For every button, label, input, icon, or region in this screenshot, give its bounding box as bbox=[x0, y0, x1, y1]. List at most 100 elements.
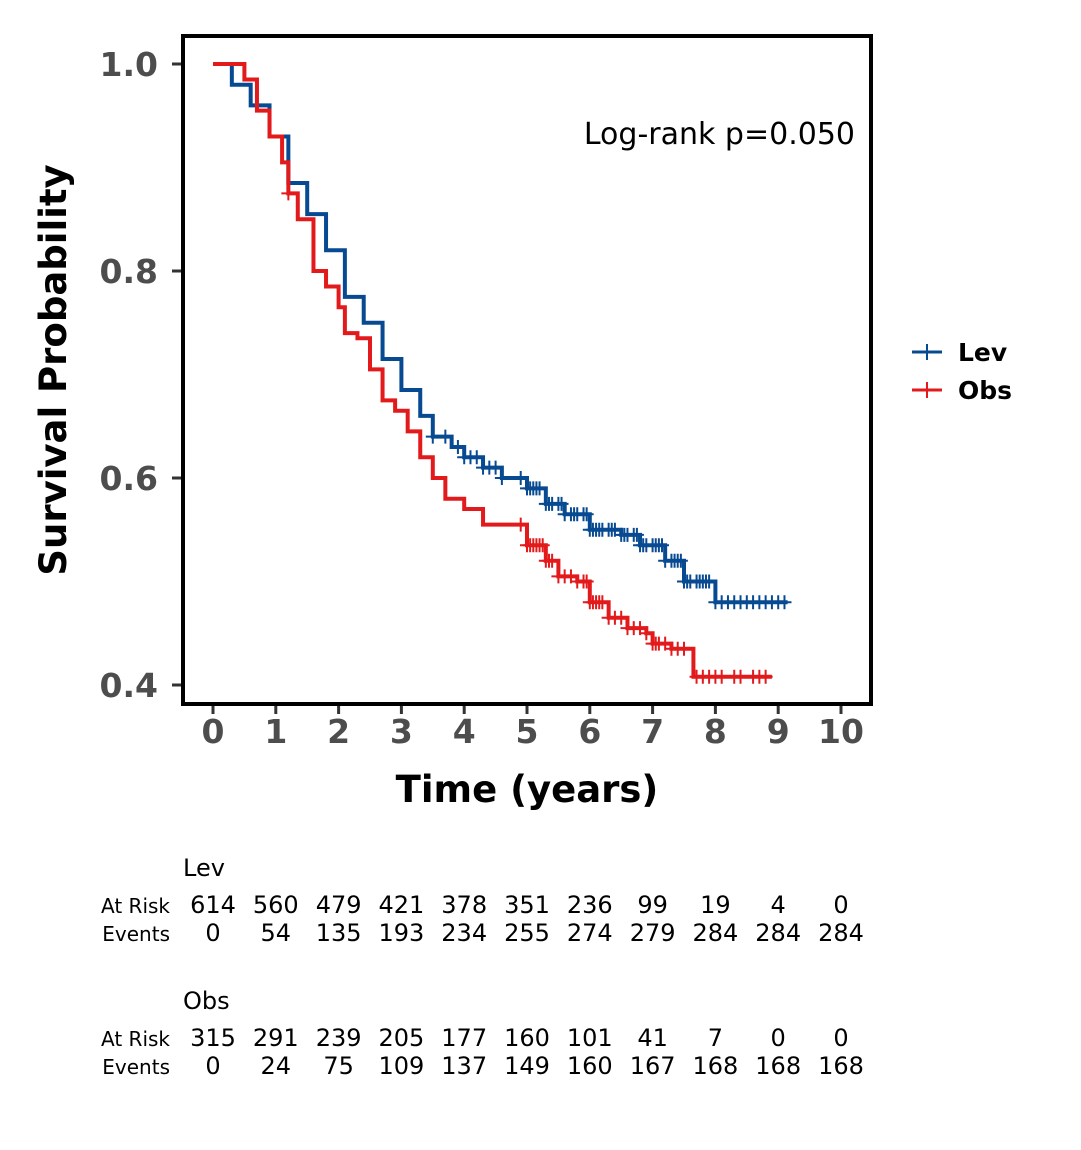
x-tick-label: 1 bbox=[264, 712, 287, 751]
risk-cell: 279 bbox=[630, 919, 676, 947]
censor-mark bbox=[639, 626, 654, 641]
risk-cell: 101 bbox=[567, 1024, 613, 1052]
risk-cell: 193 bbox=[378, 919, 424, 947]
risk-row-label: At Risk bbox=[101, 894, 170, 918]
y-axis-ticks: 0.4 0.6 0.8 1.0 bbox=[100, 45, 183, 705]
y-tick-label: 1.0 bbox=[100, 45, 158, 84]
risk-cell: 236 bbox=[567, 891, 613, 919]
censor-mark bbox=[545, 553, 560, 568]
risk-row-label: Events bbox=[102, 1055, 170, 1079]
risk-cell: 24 bbox=[261, 1052, 292, 1080]
x-tick-label: 5 bbox=[516, 712, 539, 751]
risk-row-label: Events bbox=[102, 922, 170, 946]
censor-mark bbox=[758, 669, 773, 684]
y-tick-label: 0.4 bbox=[100, 666, 158, 705]
risk-cell: 284 bbox=[755, 919, 801, 947]
legend-label: Lev bbox=[958, 338, 1007, 367]
censor-mark bbox=[595, 595, 610, 610]
risk-cell: 560 bbox=[253, 891, 299, 919]
censor-mark bbox=[513, 471, 528, 485]
risk-cell: 109 bbox=[378, 1052, 424, 1080]
x-tick-label: 2 bbox=[327, 712, 350, 751]
plot-panel-border bbox=[181, 34, 873, 706]
annotation-logrank: Log-rank p=0.050 bbox=[584, 117, 855, 152]
series-lev bbox=[213, 62, 792, 610]
censor-mark bbox=[714, 669, 729, 684]
risk-cell: 274 bbox=[567, 919, 613, 947]
censor-mark bbox=[677, 641, 691, 656]
censor-mark bbox=[513, 517, 528, 532]
y-axis-title: Survival Probability bbox=[32, 164, 75, 575]
risk-row-label: At Risk bbox=[101, 1027, 170, 1051]
censor-mark bbox=[488, 460, 503, 475]
risk-cell: 135 bbox=[316, 919, 362, 947]
x-tick-label: 6 bbox=[578, 712, 601, 751]
risk-cell: 421 bbox=[378, 891, 424, 919]
risk-table: Lev At Risk 614 560 479 421 378 351 236 99 19 4 0 Eve… bbox=[101, 854, 864, 1080]
x-tick-label: 3 bbox=[390, 712, 413, 751]
risk-cell: 168 bbox=[692, 1052, 738, 1080]
risk-cell: 19 bbox=[700, 891, 731, 919]
risk-cell: 0 bbox=[833, 891, 848, 919]
risk-cell: 284 bbox=[818, 919, 864, 947]
x-tick-label: 9 bbox=[767, 712, 790, 751]
risk-cell: 149 bbox=[504, 1052, 550, 1080]
risk-cell: 479 bbox=[316, 891, 362, 919]
risk-cell: 177 bbox=[441, 1024, 487, 1052]
series-obs bbox=[213, 62, 773, 684]
censor-mark bbox=[494, 471, 509, 485]
censor-mark bbox=[554, 496, 569, 511]
censor-mark bbox=[702, 574, 717, 589]
x-axis-title: Time (years) bbox=[396, 768, 659, 811]
risk-cell: 7 bbox=[708, 1024, 723, 1052]
risk-cell: 99 bbox=[637, 891, 668, 919]
censor-mark bbox=[655, 538, 670, 553]
legend: Lev Obs bbox=[912, 338, 1012, 405]
censor-mark bbox=[425, 429, 440, 444]
risk-cell: 255 bbox=[504, 919, 550, 947]
risk-cell: 160 bbox=[504, 1024, 550, 1052]
risk-cell: 284 bbox=[692, 919, 738, 947]
censor-mark bbox=[469, 450, 484, 465]
x-tick-label: 7 bbox=[641, 712, 664, 751]
x-tick-label: 4 bbox=[453, 712, 476, 751]
censor-mark bbox=[532, 481, 547, 496]
risk-cell: 160 bbox=[567, 1052, 613, 1080]
censor-mark bbox=[438, 429, 453, 444]
censor-mark bbox=[579, 507, 594, 522]
censor-mark bbox=[614, 610, 629, 625]
risk-cell: 54 bbox=[261, 919, 292, 947]
risk-cell: 315 bbox=[190, 1024, 236, 1052]
risk-cell: 0 bbox=[771, 1024, 786, 1052]
risk-cell: 167 bbox=[630, 1052, 676, 1080]
risk-cell: 4 bbox=[771, 891, 786, 919]
censor-mark bbox=[733, 669, 748, 684]
risk-cell: 0 bbox=[205, 919, 220, 947]
legend-label: Obs bbox=[958, 376, 1012, 405]
censor-mark bbox=[281, 186, 296, 201]
censor-mark bbox=[535, 538, 550, 553]
risk-cell: 0 bbox=[205, 1052, 220, 1080]
censor-mark bbox=[450, 439, 465, 454]
x-axis-ticks: 0 1 2 3 4 5 6 7 8 9 10 bbox=[202, 704, 864, 751]
risk-cell: 239 bbox=[316, 1024, 362, 1052]
x-tick-label: 0 bbox=[202, 712, 225, 751]
risk-cell: 0 bbox=[833, 1024, 848, 1052]
risk-cell: 168 bbox=[818, 1052, 864, 1080]
risk-cell: 378 bbox=[441, 891, 487, 919]
x-tick-label: 8 bbox=[704, 712, 727, 751]
y-tick-label: 0.6 bbox=[100, 459, 158, 498]
censor-mark bbox=[579, 574, 594, 589]
risk-cell: 234 bbox=[441, 919, 487, 947]
risk-cell: 351 bbox=[504, 891, 550, 919]
risk-group-title: Lev bbox=[183, 854, 225, 882]
risk-cell: 205 bbox=[378, 1024, 424, 1052]
risk-cell: 168 bbox=[755, 1052, 801, 1080]
plot-series bbox=[213, 62, 792, 684]
censor-mark bbox=[673, 553, 688, 568]
risk-group-title: Obs bbox=[183, 987, 230, 1015]
censor-mark bbox=[629, 527, 644, 542]
risk-cell: 614 bbox=[190, 891, 236, 919]
risk-cell: 291 bbox=[253, 1024, 299, 1052]
